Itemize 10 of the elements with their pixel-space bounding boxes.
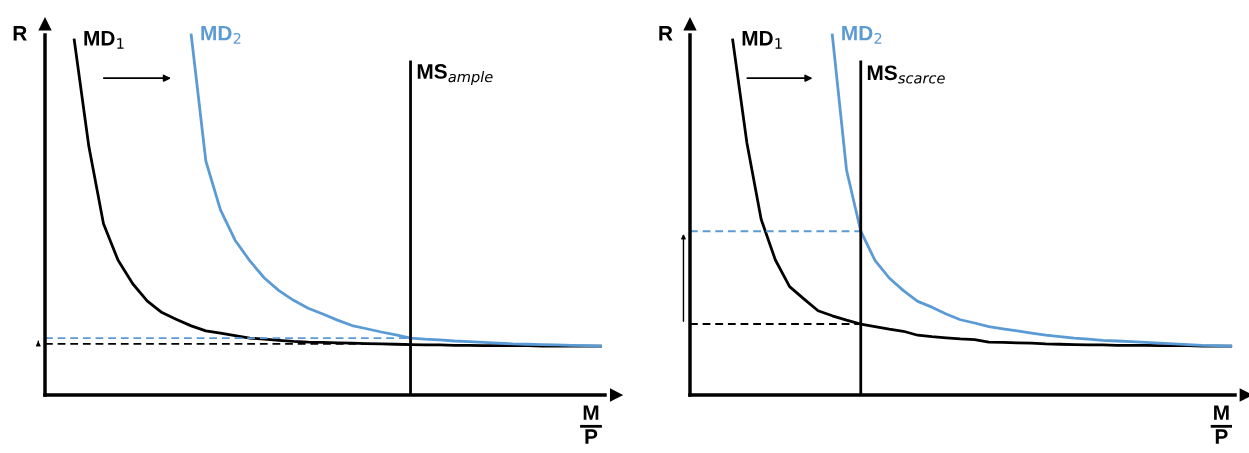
series-label: MD$_{1}$: [84, 31, 124, 49]
x-axis-title: M P: [583, 405, 599, 444]
series-label: MD$_{2}$: [842, 26, 882, 44]
x-axis-title: M P: [1214, 405, 1229, 444]
annotation: MS$_{ample}$: [417, 64, 493, 86]
y-axis-title: R: [13, 26, 27, 41]
y-axis-title: R: [659, 26, 673, 41]
series-label: MD$_{1}$: [742, 31, 782, 49]
annotation: MS$_{scarce}$: [867, 65, 945, 84]
series-label: MD$_{2}$: [201, 26, 241, 44]
